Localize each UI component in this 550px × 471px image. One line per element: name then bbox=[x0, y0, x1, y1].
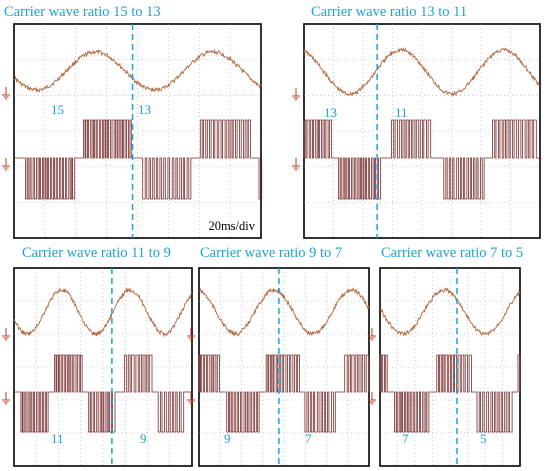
pwm-waveform bbox=[379, 354, 521, 433]
chart-panel-2: 13 11 bbox=[292, 23, 542, 239]
ratio-label-after: 13 bbox=[138, 102, 151, 117]
ratio-label-after: 9 bbox=[140, 431, 147, 446]
time-scale-label: 20ms/div bbox=[208, 219, 255, 233]
pwm-waveform bbox=[14, 119, 263, 200]
ratio-label-after: 11 bbox=[395, 105, 408, 120]
ratio-label-before: 7 bbox=[402, 431, 409, 446]
ratio-label-before: 13 bbox=[324, 105, 337, 120]
pwm-waveform bbox=[14, 354, 193, 433]
ratio-label-before: 11 bbox=[51, 431, 64, 446]
chart-panel-1: 15 13 20ms/div bbox=[2, 23, 263, 239]
panel-1-title: Carrier wave ratio 15 to 13 bbox=[4, 4, 161, 20]
chart-panel-3: 11 9 bbox=[2, 267, 193, 467]
panel-2-title: Carrier wave ratio 13 to 11 bbox=[311, 4, 468, 20]
panel-frame bbox=[13, 23, 262, 239]
sine-waveform bbox=[13, 287, 193, 338]
ratio-label-after: 5 bbox=[480, 431, 487, 446]
sine-waveform bbox=[198, 287, 370, 337]
ratio-label-before: 9 bbox=[224, 431, 231, 446]
sine-waveform bbox=[379, 287, 521, 337]
sine-waveform bbox=[13, 48, 262, 93]
sine-waveform bbox=[303, 47, 541, 97]
pwm-waveform bbox=[303, 119, 542, 200]
panel-3-title: Carrier wave ratio 11 to 9 bbox=[22, 245, 171, 261]
pwm-waveform bbox=[198, 354, 370, 433]
panel-4-title: Carrier wave ratio 9 to 7 bbox=[200, 245, 343, 261]
ratio-label-before: 15 bbox=[51, 102, 64, 117]
ratio-label-after: 7 bbox=[305, 431, 312, 446]
panel-5-title: Carrier wave ratio 7 to 5 bbox=[381, 245, 524, 261]
